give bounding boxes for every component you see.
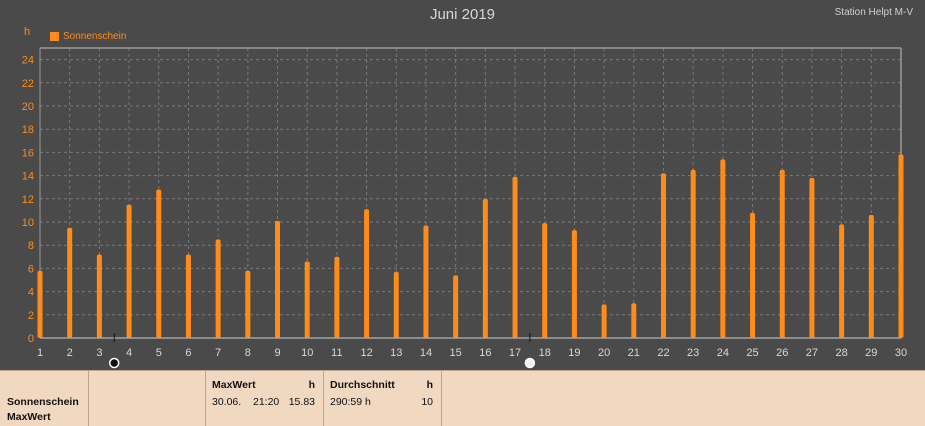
y-tick-label: 24 [22,55,34,67]
x-tick-label: 18 [539,347,551,359]
x-tick-label: 5 [156,347,162,359]
bar-18 [542,223,548,338]
y-axis-unit: h [24,26,31,38]
max-value: 15.83 [288,396,315,408]
avg-sum: 290:59 h [330,396,371,408]
bar-11 [334,256,340,338]
bar-2 [67,227,73,338]
avg-header: Durchschnitt [330,379,395,391]
avg-unit: h [426,379,433,391]
bar-26 [779,169,785,338]
max-unit: h [308,379,315,391]
info-avg-column: Durchschnitt h 290:59 h 10 [324,371,442,426]
x-tick-label: 12 [360,347,372,359]
x-tick-label: 25 [746,347,758,359]
bar-23 [690,169,696,338]
x-tick-label: 2 [67,347,73,359]
x-tick-label: 6 [185,347,191,359]
bar-10 [304,261,310,338]
info-panel: Sonnenschein MaxWert MaxWert h 30.06. 21… [0,370,925,426]
y-tick-label: 16 [22,147,34,159]
x-tick-label: 13 [390,347,402,359]
x-tick-label: 19 [568,347,580,359]
x-tick-label: 21 [628,347,640,359]
y-tick-label: 18 [22,124,34,136]
x-tick-label: 17 [509,347,521,359]
bar-16 [482,198,488,338]
x-tick-label: 20 [598,347,610,359]
y-tick-label: 0 [28,333,34,345]
x-tick-label: 7 [215,347,221,359]
x-tick-label: 26 [776,347,788,359]
row-label-sonnenschein: Sonnenschein [7,396,79,408]
info-empty-column [89,371,206,426]
x-tick-label: 30 [895,347,907,359]
y-tick-label: 8 [28,240,34,252]
bar-5 [156,189,162,338]
station-name: Station Helpt M-V [834,7,913,18]
bar-30 [898,154,904,338]
bar-24 [720,159,726,338]
bar-21 [631,303,637,338]
bar-4 [126,204,132,338]
bar-17 [512,176,518,338]
y-tick-label: 6 [28,263,34,275]
bar-29 [868,215,874,338]
x-tick-label: 3 [96,347,102,359]
max-header: MaxWert [212,379,256,391]
chart-title: Juni 2019 [429,6,496,23]
y-tick-label: 12 [22,194,34,206]
x-tick-label: 22 [657,347,669,359]
x-tick-label: 4 [126,347,132,359]
x-tick-label: 10 [301,347,313,359]
bar-8 [245,270,251,338]
chart-area: Juni 2019 Station Helpt M-V h Sonnensche… [21,6,913,369]
y-tick-label: 10 [22,217,34,229]
bar-3 [96,254,102,338]
bar-15 [453,275,459,338]
bar-19 [571,230,577,338]
legend-swatch [50,32,59,41]
x-tick-label: 15 [450,347,462,359]
bar-13 [393,271,399,338]
y-tick-label: 4 [28,287,34,299]
max-time: 21:20 [253,396,280,408]
legend[interactable]: Sonnenschein [50,31,126,42]
x-tick-label: 1 [37,347,43,359]
info-label-column: Sonnenschein MaxWert [0,371,89,426]
x-tick-label: 27 [806,347,818,359]
bar-22 [660,173,666,338]
bar-27 [809,177,815,338]
avg-value: 10 [421,396,433,408]
x-tick-label: 9 [274,347,280,359]
bar-9 [275,220,281,338]
y-tick-label: 22 [22,78,34,90]
x-tick-label: 11 [331,347,342,359]
info-max-column: MaxWert h 30.06. 21:20 15.83 [206,371,324,426]
y-tick-label: 2 [28,310,34,322]
bar-20 [601,304,607,338]
x-tick-label: 28 [835,347,847,359]
legend-label: Sonnenschein [63,31,127,42]
x-tick-label: 29 [865,347,877,359]
moon-new-icon [524,357,536,369]
row-label-maxwert: MaxWert [7,411,51,423]
max-date: 30.06. [212,396,242,408]
bar-14 [423,225,429,338]
bar-6 [185,254,191,338]
x-tick-label: 16 [479,347,491,359]
moon-full-icon [108,357,120,369]
x-tick-label: 24 [717,347,729,359]
y-tick-label: 20 [22,101,34,113]
x-tick-label: 8 [245,347,251,359]
bar-28 [839,224,845,338]
bar-7 [215,239,221,338]
x-tick-label: 14 [420,347,432,359]
bar-12 [364,209,370,338]
y-tick-label: 14 [22,171,34,183]
x-tick-label: 23 [687,347,699,359]
bar-1 [37,270,43,338]
bar-25 [750,212,756,338]
